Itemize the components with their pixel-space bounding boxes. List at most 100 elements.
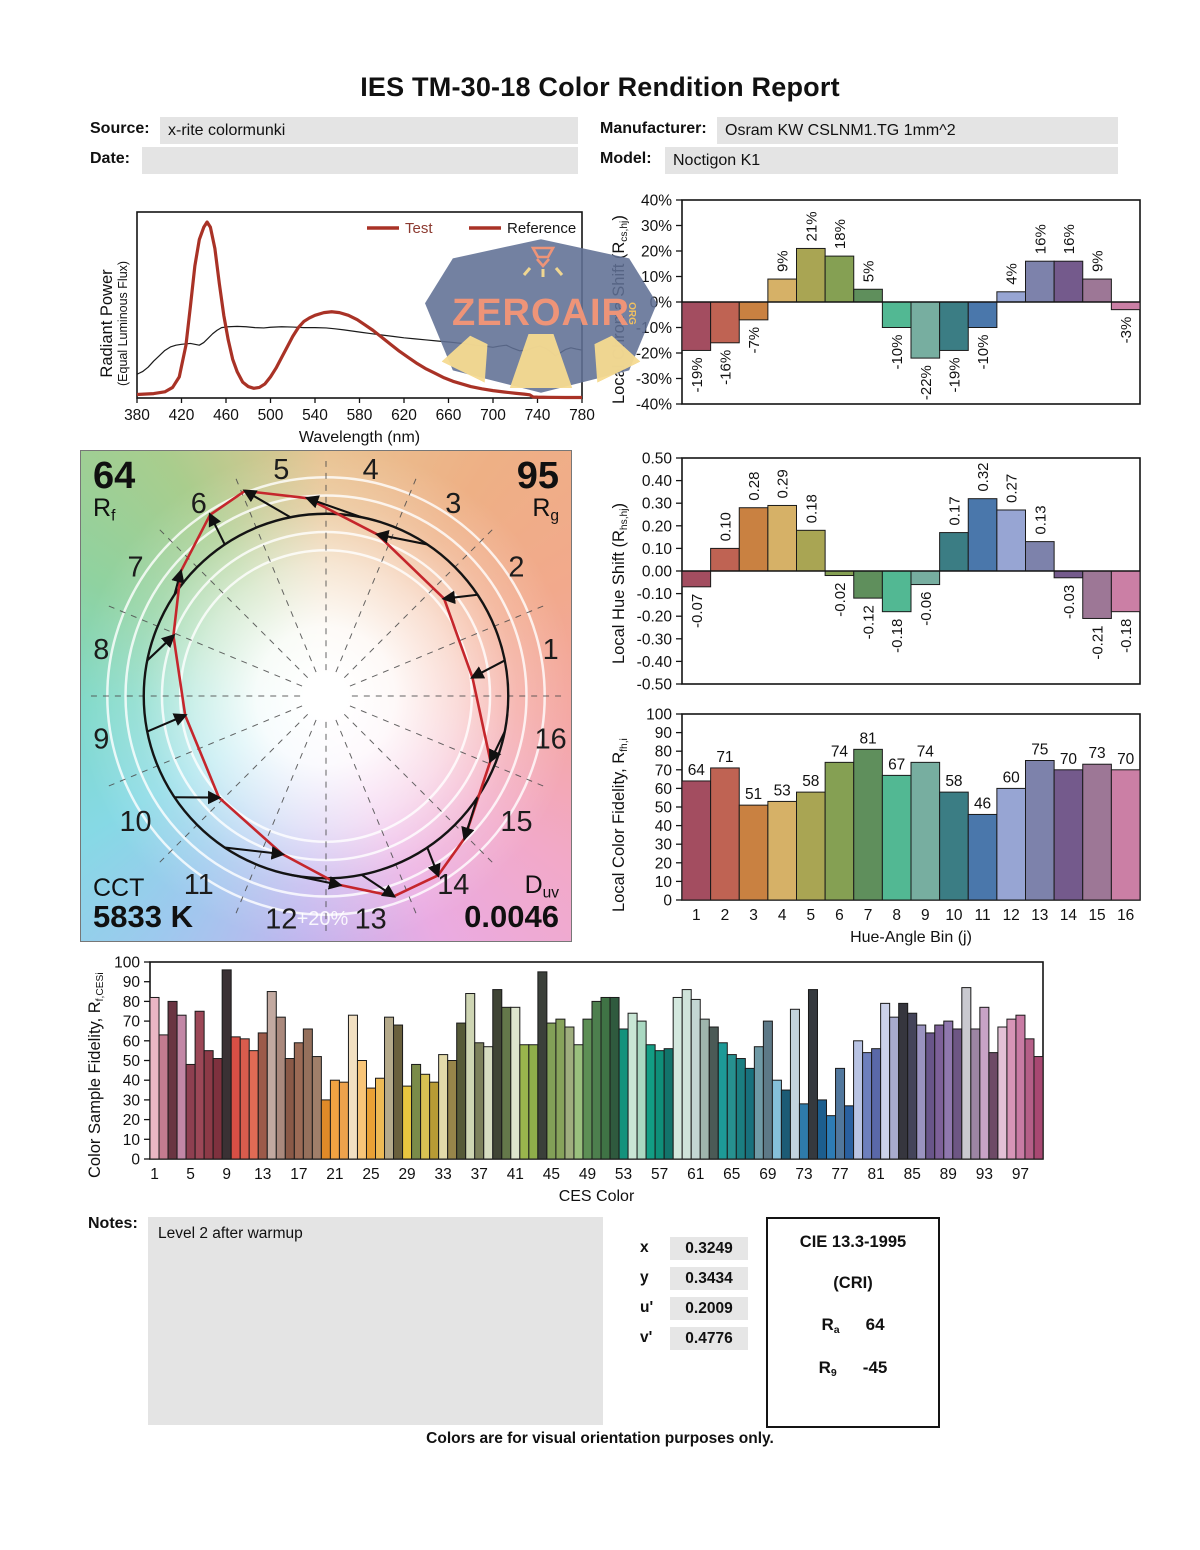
ces-bar	[257, 1032, 268, 1160]
bar-value-label: 0.10	[717, 512, 734, 541]
rf-label: Rf	[93, 493, 116, 525]
ces-bar	[501, 1006, 512, 1160]
bar-value-label: 16%	[1032, 224, 1049, 254]
bar-value-label: 67	[888, 756, 905, 773]
y-tick-label: 90	[655, 725, 673, 742]
ces-bar	[717, 1042, 728, 1160]
x-tick-label: 41	[507, 1166, 524, 1183]
ces-bar	[537, 971, 548, 1160]
y-tick-label: 60	[655, 781, 673, 798]
hue-bar	[681, 570, 712, 588]
bar-value-label: 9%	[1090, 250, 1107, 272]
ces-bar	[510, 1006, 521, 1160]
radial-spoke	[343, 713, 496, 866]
duv-label: Duv	[524, 870, 559, 902]
ces-bar	[293, 1042, 304, 1160]
x-tick-label: 14	[1060, 907, 1078, 924]
y-tick-label: 50	[123, 1053, 141, 1070]
x-tick-label: 380	[124, 407, 150, 424]
bar-value-label: -7%	[746, 327, 763, 354]
ces-bar	[609, 996, 620, 1160]
x-tick-label: 81	[868, 1166, 885, 1183]
bar-value-label: -0.21	[1090, 625, 1107, 659]
fidelity-bar	[1110, 769, 1141, 901]
y-tick-label: 100	[646, 707, 672, 724]
bar-value-label: 70	[1117, 751, 1135, 768]
shift-arrow	[146, 713, 188, 733]
ces-bar	[212, 1058, 223, 1160]
y-tick-label: 50	[655, 800, 673, 817]
ces-bar	[591, 1000, 602, 1160]
x-tick-label: 53	[615, 1166, 632, 1183]
ces-bar	[934, 1024, 945, 1160]
bar-value-label: -19%	[689, 357, 706, 392]
chroma-bar	[1110, 301, 1141, 311]
cri-title: CIE 13.3-1995	[799, 1233, 907, 1251]
bar-value-label: 71	[716, 749, 733, 766]
guide-circle	[160, 530, 492, 862]
chroma-bar	[939, 301, 969, 351]
shift-arrow	[171, 568, 185, 596]
chroma-bar	[796, 247, 826, 303]
y-tick-label: 0.40	[642, 473, 673, 490]
plot-frame	[136, 211, 583, 399]
y-tick-label: 0.10	[642, 541, 673, 558]
y-tick-label: 20	[655, 855, 673, 872]
x-tick-label: 29	[398, 1166, 415, 1183]
y-tick-label: 40	[655, 818, 673, 835]
y-tick-label: 0.00	[642, 564, 673, 581]
shift-arrow	[470, 659, 506, 679]
chromaticity-row-x: x 0.3249	[640, 1236, 748, 1260]
x-tick-label: 65	[723, 1166, 740, 1183]
ces-bar	[699, 1018, 710, 1160]
radial-spoke	[156, 526, 309, 679]
ces-bar	[221, 969, 232, 1160]
ces-bar	[853, 1040, 864, 1160]
ces-bar	[149, 996, 160, 1160]
y-value: 0.3434	[670, 1266, 748, 1290]
shift-arrow	[461, 796, 479, 841]
chroma-bar	[910, 301, 941, 359]
ces-bar	[375, 1077, 386, 1160]
x-axis-title: CES Color	[559, 1188, 635, 1205]
y-tick-label: -0.30	[637, 631, 673, 648]
source-label: Source:	[90, 120, 150, 137]
ces-bar	[816, 1099, 828, 1160]
ces-bar	[753, 1046, 764, 1160]
ces-bar	[393, 1024, 404, 1160]
x-tick-label: 57	[651, 1166, 668, 1183]
duv-readout: Duv 0.0046	[464, 870, 559, 933]
fidelity-bar	[824, 761, 855, 901]
ces-bar	[528, 1044, 539, 1160]
bar-value-label: 0.17	[946, 496, 963, 525]
ces-bar	[961, 987, 972, 1160]
x-tick-label: 11	[975, 907, 991, 924]
ces-bar	[744, 1067, 755, 1160]
ces-bar	[925, 1032, 936, 1160]
ces-bar	[690, 998, 701, 1160]
hue-bin-number: 11	[184, 869, 214, 901]
ces-bar	[194, 1010, 205, 1160]
ces-bar	[916, 1024, 927, 1160]
y-tick-label: -0.40	[637, 654, 673, 671]
ces-bar	[762, 1020, 773, 1160]
x-tick-label: 420	[169, 407, 195, 424]
x-axis-title: Wavelength (nm)	[299, 429, 420, 446]
hue-bin-number: 9	[93, 723, 109, 755]
ces-bar	[555, 1018, 566, 1160]
ces-bar	[284, 1058, 295, 1160]
ces-bar	[970, 1028, 981, 1160]
y-tick-label: -30%	[636, 371, 672, 388]
rf-readout: 64 Rf	[93, 457, 135, 524]
notes-field: Level 2 after warmup	[148, 1217, 603, 1425]
radial-spoke	[156, 713, 309, 866]
y-tick-label: 80	[123, 994, 141, 1011]
hue-bar	[910, 570, 941, 586]
hue-bar	[939, 532, 969, 572]
bar-value-label: 75	[1031, 742, 1048, 759]
cri-box: CIE 13.3-1995 (CRI) Ra 64 R9 -45	[766, 1217, 940, 1428]
x-tick-label: 620	[391, 407, 417, 424]
y-tick-label: 30	[655, 837, 673, 854]
ces-bar	[735, 1058, 746, 1160]
